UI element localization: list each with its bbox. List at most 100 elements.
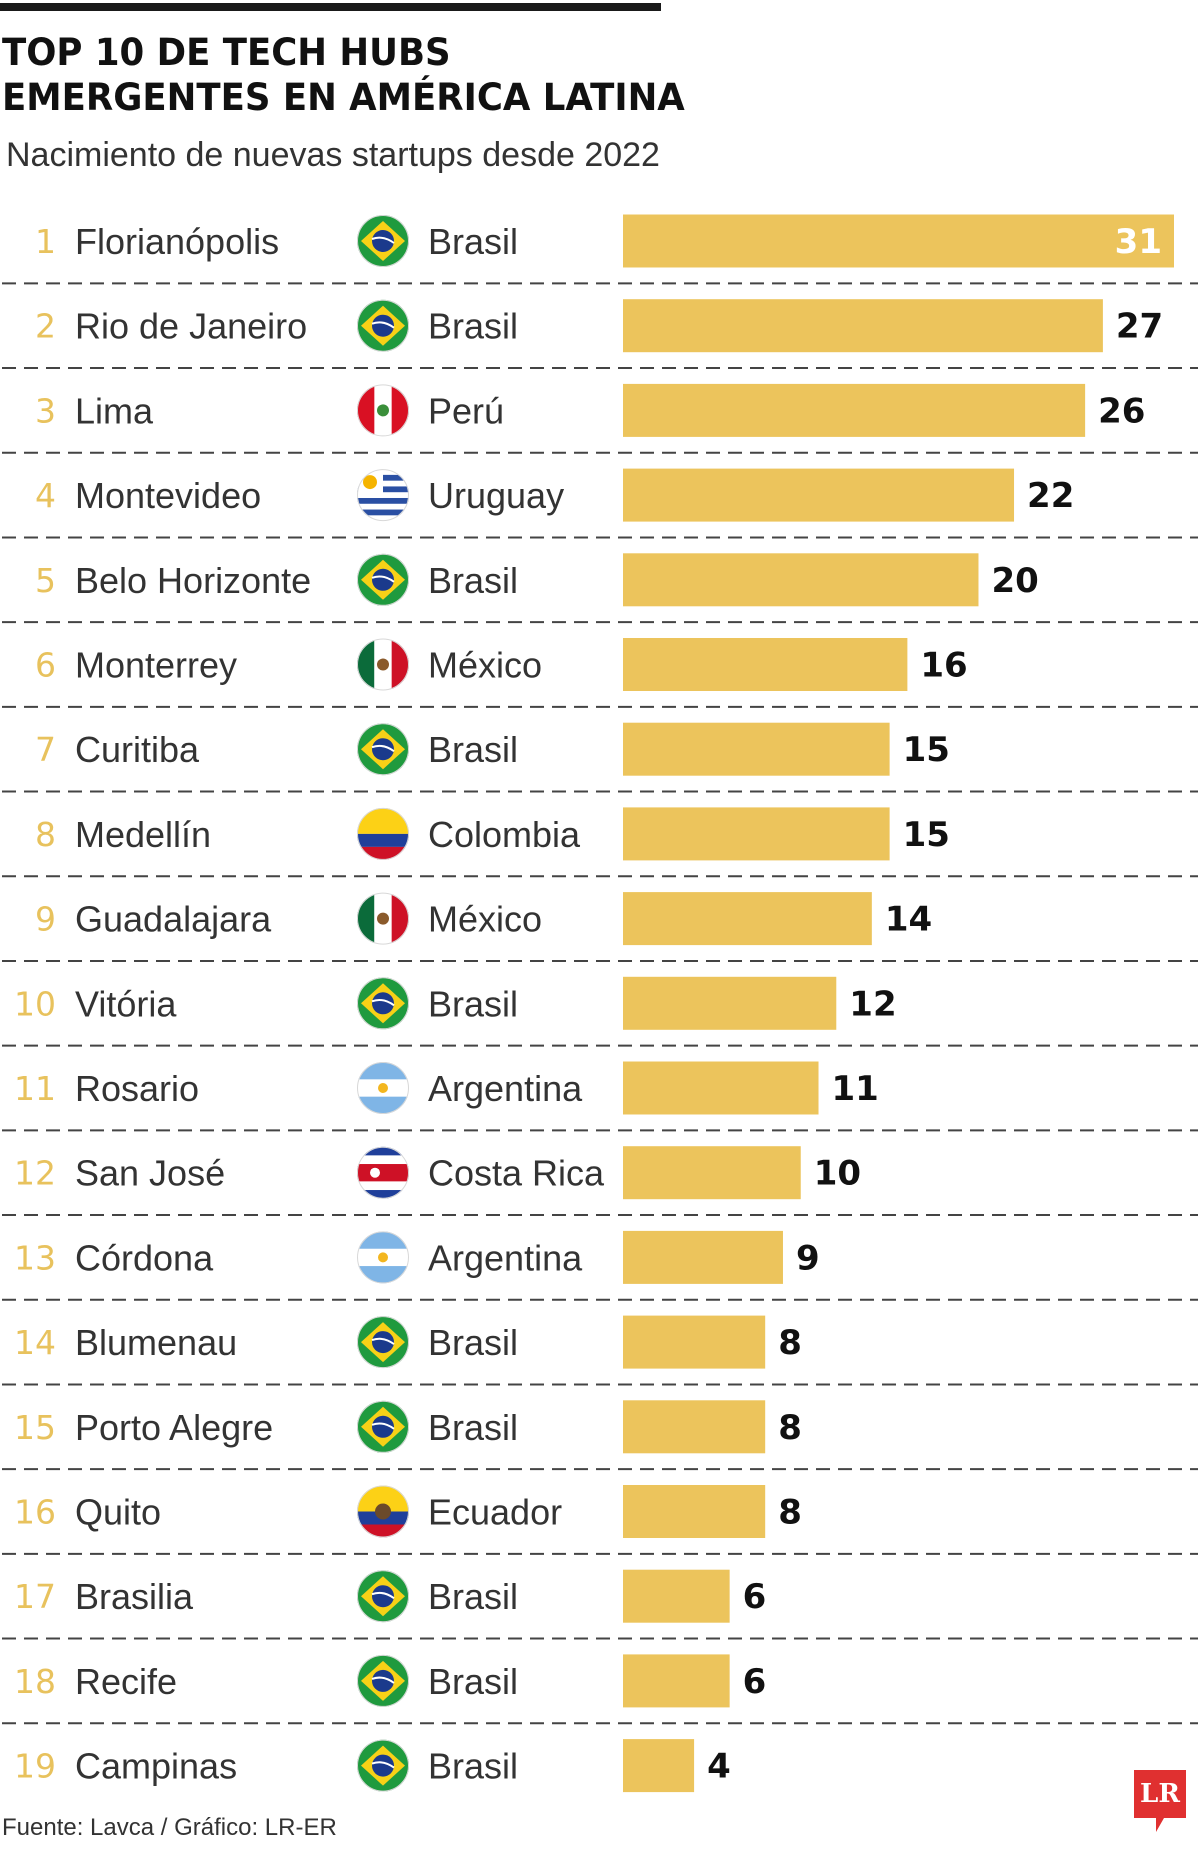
- city-label: Guadalajara: [75, 899, 272, 940]
- country-label: Brasil: [428, 560, 518, 601]
- rank-label: 3: [35, 391, 56, 430]
- value-label: 8: [778, 1408, 802, 1448]
- country-label: Brasil: [428, 306, 518, 347]
- city-label: Lima: [75, 390, 154, 431]
- brazil-flag-icon: [357, 723, 409, 776]
- rank-label: 10: [14, 984, 56, 1023]
- chart-row: 6 Monterrey México 16: [2, 638, 1198, 708]
- value-label: 16: [920, 646, 967, 686]
- country-label: México: [428, 645, 542, 686]
- city-label: Recife: [75, 1661, 177, 1702]
- rank-label: 4: [35, 476, 56, 515]
- chart-row: 5 Belo Horizonte Brasil 20: [2, 553, 1198, 624]
- country-label: Brasil: [428, 1576, 518, 1617]
- rank-label: 18: [14, 1662, 56, 1701]
- ecuador-flag-icon: [357, 1485, 409, 1538]
- bar: [623, 1061, 819, 1115]
- value-label: 22: [1027, 476, 1074, 516]
- title-line-2: EMERGENTES EN AMÉRICA LATINA: [2, 76, 685, 119]
- country-label: Uruguay: [428, 475, 564, 516]
- city-label: Blumenau: [75, 1322, 237, 1363]
- title-line-1: TOP 10 DE TECH HUBS: [2, 31, 451, 74]
- country-label: Brasil: [428, 1407, 518, 1448]
- value-label: 15: [903, 730, 950, 770]
- rank-label: 9: [35, 900, 56, 939]
- city-label: Porto Alegre: [75, 1407, 273, 1448]
- mexico-flag-icon: [357, 638, 409, 691]
- brazil-flag-icon: [357, 1654, 409, 1707]
- brazil-flag-icon: [357, 553, 409, 606]
- bar: [623, 722, 890, 776]
- country-label: Brasil: [428, 729, 518, 770]
- peru-flag-icon: [357, 384, 409, 437]
- bar: [623, 807, 890, 861]
- costa-rica-flag-icon: [357, 1146, 409, 1199]
- bar: [623, 553, 979, 607]
- city-label: Quito: [75, 1492, 161, 1533]
- chart-row: 17 Brasilia Brasil 6: [2, 1569, 1198, 1640]
- bar: [623, 468, 1015, 522]
- brazil-flag-icon: [357, 299, 409, 352]
- argentina-flag-icon: [357, 1231, 409, 1284]
- rank-label: 2: [35, 307, 56, 346]
- bar: [623, 638, 908, 691]
- brazil-flag-icon: [357, 215, 409, 267]
- value-label: 31: [1115, 222, 1162, 262]
- rank-label: 6: [35, 646, 56, 685]
- argentina-flag-icon: [357, 1062, 409, 1114]
- chart-row: 12 San José Costa Rica 10: [2, 1146, 1198, 1217]
- bar: [623, 1739, 695, 1793]
- country-label: Costa Rica: [428, 1153, 605, 1194]
- rank-label: 1: [35, 222, 56, 261]
- country-label: Brasil: [428, 221, 518, 262]
- chart-row: 15 Porto Alegre Brasil 8: [2, 1400, 1198, 1471]
- city-label: Campinas: [75, 1746, 237, 1787]
- value-label: 27: [1116, 307, 1163, 347]
- rank-label: 13: [14, 1238, 56, 1277]
- city-label: Rio de Janeiro: [75, 306, 307, 347]
- city-label: Vitória: [75, 983, 177, 1024]
- city-label: Belo Horizonte: [75, 560, 311, 601]
- chart-row: 19 Campinas Brasil 4: [14, 1739, 731, 1793]
- colombia-flag-icon: [357, 807, 409, 860]
- chart-row: 7 Curitiba Brasil 15: [2, 722, 1198, 793]
- city-label: San José: [75, 1153, 225, 1194]
- value-label: 20: [991, 561, 1038, 601]
- chart-row: 2 Rio de Janeiro Brasil 27: [2, 299, 1198, 370]
- country-label: México: [428, 899, 542, 940]
- bar: [623, 383, 1086, 437]
- chart-row: 11 Rosario Argentina 11: [2, 1061, 1198, 1132]
- value-label: 14: [885, 900, 932, 940]
- country-label: Brasil: [428, 1322, 518, 1363]
- value-label: 26: [1098, 391, 1145, 431]
- country-label: Ecuador: [428, 1492, 562, 1533]
- value-label: 4: [707, 1747, 731, 1787]
- chart-row: 9 Guadalajara México 14: [2, 892, 1198, 962]
- chart-row: 10 Vitória Brasil 12: [2, 976, 1198, 1047]
- brazil-flag-icon: [357, 1570, 409, 1623]
- bar: [623, 1569, 730, 1623]
- bar: [623, 299, 1103, 353]
- bar: [623, 1654, 730, 1708]
- top-rule: [0, 3, 661, 11]
- logo-text: LR: [1140, 1779, 1180, 1809]
- rank-label: 16: [14, 1493, 56, 1532]
- chart-title: TOP 10 DE TECH HUBS EMERGENTES EN AMÉRIC…: [2, 30, 685, 120]
- value-label: 9: [796, 1238, 820, 1278]
- city-label: Monterrey: [75, 645, 237, 686]
- value-label: 10: [814, 1154, 861, 1194]
- chart-row: 16 Quito Ecuador 8: [2, 1485, 1198, 1555]
- city-label: Montevideo: [75, 475, 261, 516]
- chart-subtitle: Nacimiento de nuevas startups desde 2022: [6, 136, 660, 174]
- brazil-flag-icon: [357, 1739, 409, 1792]
- city-label: Curitiba: [75, 729, 200, 770]
- value-label: 8: [778, 1493, 802, 1533]
- city-label: Medellín: [75, 814, 211, 855]
- rank-label: 7: [35, 730, 56, 769]
- value-label: 12: [849, 984, 896, 1024]
- lr-logo: LR: [1134, 1770, 1186, 1834]
- city-label: Brasilia: [75, 1576, 194, 1617]
- rank-label: 19: [14, 1747, 56, 1786]
- country-label: Brasil: [428, 1746, 518, 1787]
- bar: [623, 1485, 766, 1538]
